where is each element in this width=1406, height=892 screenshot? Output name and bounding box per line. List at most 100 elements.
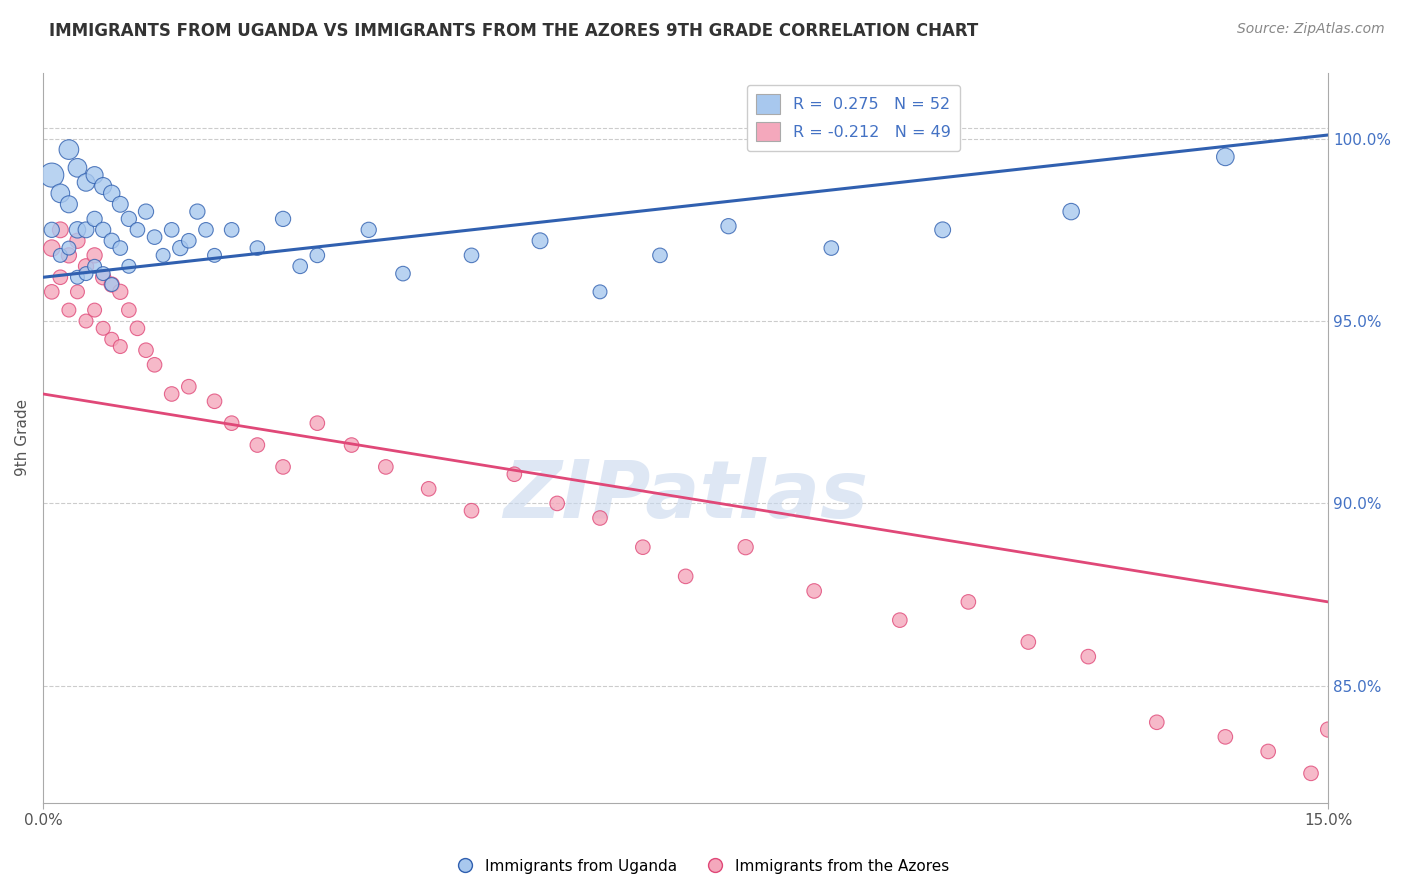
Point bbox=[717, 219, 740, 234]
Point bbox=[143, 358, 166, 372]
Point bbox=[49, 186, 72, 201]
Point bbox=[675, 569, 697, 583]
Point bbox=[589, 511, 612, 525]
Point bbox=[135, 343, 157, 358]
Point bbox=[75, 260, 97, 274]
Point bbox=[100, 277, 122, 292]
Point bbox=[529, 234, 551, 248]
Point bbox=[41, 285, 63, 299]
Point bbox=[66, 270, 89, 285]
Point bbox=[546, 496, 568, 510]
Point bbox=[83, 260, 105, 274]
Point bbox=[58, 248, 80, 262]
Point bbox=[374, 459, 396, 474]
Point bbox=[290, 260, 312, 274]
Point bbox=[177, 234, 200, 248]
Point bbox=[58, 143, 80, 157]
Point bbox=[58, 197, 80, 211]
Point bbox=[1257, 744, 1279, 758]
Point bbox=[66, 234, 89, 248]
Point bbox=[460, 248, 482, 262]
Text: ZIPatlas: ZIPatlas bbox=[503, 457, 868, 535]
Point bbox=[83, 303, 105, 318]
Point bbox=[1060, 204, 1083, 219]
Point bbox=[734, 540, 756, 554]
Point bbox=[820, 241, 842, 255]
Point bbox=[631, 540, 654, 554]
Point bbox=[110, 340, 132, 354]
Point bbox=[271, 459, 294, 474]
Point bbox=[91, 179, 114, 194]
Point bbox=[1215, 730, 1237, 744]
Point bbox=[75, 267, 97, 281]
Text: IMMIGRANTS FROM UGANDA VS IMMIGRANTS FROM THE AZORES 9TH GRADE CORRELATION CHART: IMMIGRANTS FROM UGANDA VS IMMIGRANTS FRO… bbox=[49, 22, 979, 40]
Point bbox=[460, 504, 482, 518]
Point bbox=[204, 248, 226, 262]
Point bbox=[49, 270, 72, 285]
Point bbox=[648, 248, 671, 262]
Point bbox=[246, 438, 269, 452]
Y-axis label: 9th Grade: 9th Grade bbox=[15, 400, 30, 476]
Legend: R =  0.275   N = 52, R = -0.212   N = 49: R = 0.275 N = 52, R = -0.212 N = 49 bbox=[747, 85, 960, 151]
Point bbox=[91, 267, 114, 281]
Point bbox=[221, 416, 243, 430]
Point bbox=[66, 161, 89, 175]
Point bbox=[83, 248, 105, 262]
Point bbox=[91, 223, 114, 237]
Point bbox=[418, 482, 440, 496]
Point bbox=[66, 285, 89, 299]
Point bbox=[1299, 766, 1322, 780]
Point bbox=[246, 241, 269, 255]
Point bbox=[340, 438, 363, 452]
Point bbox=[49, 223, 72, 237]
Point bbox=[194, 223, 217, 237]
Point bbox=[58, 241, 80, 255]
Point bbox=[160, 223, 183, 237]
Point bbox=[1077, 649, 1099, 664]
Point bbox=[221, 223, 243, 237]
Point bbox=[177, 380, 200, 394]
Point bbox=[91, 270, 114, 285]
Point bbox=[143, 230, 166, 244]
Point bbox=[110, 241, 132, 255]
Point bbox=[169, 241, 191, 255]
Point bbox=[160, 387, 183, 401]
Point bbox=[1317, 723, 1340, 737]
Point bbox=[1017, 635, 1039, 649]
Point bbox=[58, 303, 80, 318]
Legend: Immigrants from Uganda, Immigrants from the Azores: Immigrants from Uganda, Immigrants from … bbox=[451, 853, 955, 880]
Point bbox=[152, 248, 174, 262]
Point bbox=[186, 204, 208, 219]
Text: Source: ZipAtlas.com: Source: ZipAtlas.com bbox=[1237, 22, 1385, 37]
Point bbox=[83, 168, 105, 182]
Point bbox=[135, 204, 157, 219]
Point bbox=[75, 175, 97, 189]
Point bbox=[100, 332, 122, 346]
Point bbox=[957, 595, 980, 609]
Point bbox=[803, 584, 825, 599]
Point bbox=[127, 321, 149, 335]
Point bbox=[1146, 715, 1168, 730]
Point bbox=[41, 241, 63, 255]
Point bbox=[41, 168, 63, 182]
Point bbox=[118, 260, 141, 274]
Point bbox=[1215, 150, 1237, 164]
Point bbox=[100, 186, 122, 201]
Point bbox=[110, 285, 132, 299]
Point bbox=[589, 285, 612, 299]
Point bbox=[118, 303, 141, 318]
Point bbox=[889, 613, 911, 627]
Point bbox=[75, 314, 97, 328]
Point bbox=[118, 211, 141, 226]
Point bbox=[75, 223, 97, 237]
Point bbox=[66, 223, 89, 237]
Point bbox=[392, 267, 415, 281]
Point bbox=[91, 321, 114, 335]
Point bbox=[127, 223, 149, 237]
Point bbox=[307, 416, 329, 430]
Point bbox=[307, 248, 329, 262]
Point bbox=[204, 394, 226, 409]
Point bbox=[100, 277, 122, 292]
Point bbox=[110, 197, 132, 211]
Point bbox=[100, 234, 122, 248]
